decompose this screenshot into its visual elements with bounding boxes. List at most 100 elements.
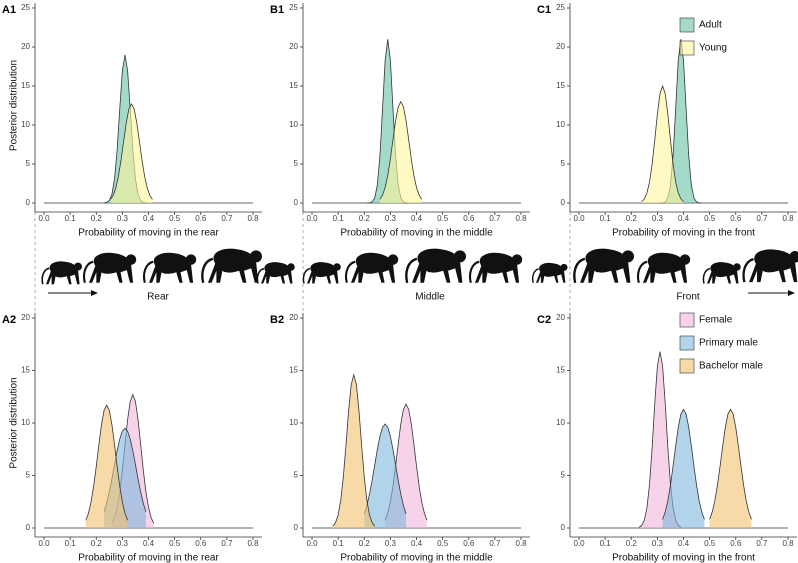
- y-tick-label: 15: [556, 366, 565, 375]
- x-tick-label: 0.5: [169, 539, 181, 548]
- x-tick-label: 0.4: [411, 214, 423, 223]
- x-tick-label: 0.4: [411, 539, 423, 548]
- y-tick-label: 5: [26, 471, 31, 480]
- density-area: [639, 351, 681, 528]
- y-tick-label: 10: [21, 120, 30, 129]
- x-tick-label: 0.1: [600, 539, 612, 548]
- x-axis-label: Probability of moving in the front: [612, 228, 755, 239]
- x-tick-label: 0.1: [65, 214, 77, 223]
- x-tick-label: 0.6: [730, 539, 742, 548]
- strip-label: Middle: [415, 292, 445, 303]
- legend-swatch: [679, 335, 695, 351]
- density-line: [379, 100, 423, 200]
- density-area: [104, 54, 146, 203]
- density-area: [662, 409, 705, 528]
- x-tick-label: 0.5: [437, 539, 449, 548]
- x-tick-label: 0.3: [652, 214, 664, 223]
- x-axis-label: Probability of moving in the rear: [78, 553, 219, 563]
- x-tick-label: 0.8: [247, 214, 259, 223]
- y-tick-label: 15: [289, 366, 298, 375]
- x-tick-label: 0.0: [573, 539, 585, 548]
- legend-label: Female: [699, 315, 733, 326]
- density-area: [659, 39, 702, 204]
- x-tick-label: 0.8: [515, 214, 527, 223]
- y-tick-label: 20: [289, 313, 298, 322]
- legend-swatch: [679, 17, 695, 33]
- x-tick-label: 0.4: [678, 214, 690, 223]
- legend-label: Young: [699, 43, 727, 54]
- x-tick-label: 0.3: [117, 214, 129, 223]
- density-area: [641, 86, 684, 203]
- panel-label: A1: [2, 4, 16, 16]
- y-tick-label: 20: [21, 313, 30, 322]
- y-tick-label: 0: [561, 198, 566, 207]
- y-tick-label: 10: [289, 418, 298, 427]
- y-tick-label: 25: [556, 3, 565, 12]
- x-tick-label: 0.7: [489, 214, 501, 223]
- density-area: [332, 374, 375, 528]
- x-tick-label: 0.8: [782, 539, 794, 548]
- x-tick-label: 0.7: [756, 214, 768, 223]
- legend-label: Bachelor male: [699, 361, 763, 372]
- x-tick-label: 0.0: [38, 539, 50, 548]
- y-tick-label: 25: [21, 3, 30, 12]
- y-tick-label: 20: [556, 313, 565, 322]
- strip-label: Rear: [147, 292, 169, 303]
- x-tick-label: 0.1: [333, 214, 345, 223]
- y-tick-label: 10: [21, 418, 30, 427]
- y-tick-label: 15: [21, 81, 30, 90]
- legend-swatch: [679, 40, 695, 56]
- x-tick-label: 0.7: [221, 539, 233, 548]
- x-tick-label: 0.2: [626, 214, 638, 223]
- y-tick-label: 20: [289, 42, 298, 51]
- x-tick-label: 0.8: [515, 539, 527, 548]
- x-tick-label: 0.0: [573, 214, 585, 223]
- x-tick-label: 0.1: [600, 214, 612, 223]
- x-tick-label: 0.4: [143, 214, 155, 223]
- x-tick-label: 0.8: [247, 539, 259, 548]
- x-tick-label: 0.6: [463, 539, 475, 548]
- x-tick-label: 0.1: [65, 539, 77, 548]
- legend-swatch: [679, 358, 695, 374]
- y-tick-label: 5: [26, 159, 31, 168]
- density-line: [363, 423, 407, 515]
- y-axis-label: Posterior distribution: [9, 377, 20, 468]
- legend-swatch: [679, 312, 695, 328]
- x-tick-label: 0.6: [730, 214, 742, 223]
- monkey-strip: Rear Middle Front: [41, 247, 798, 303]
- x-tick-label: 0.5: [169, 214, 181, 223]
- y-tick-label: 10: [556, 418, 565, 427]
- x-tick-label: 0.7: [489, 539, 501, 548]
- x-tick-label: 0.6: [195, 214, 207, 223]
- x-axis-label: Probability of moving in the front: [612, 553, 755, 563]
- x-tick-label: 0.2: [626, 539, 638, 548]
- y-tick-label: 20: [21, 42, 30, 51]
- x-axis-label: Probability of moving in the middle: [340, 553, 493, 563]
- panel-label: C2: [537, 314, 551, 326]
- y-tick-label: 0: [294, 198, 299, 207]
- density-area: [110, 103, 153, 203]
- x-axis-label: Probability of moving in the middle: [340, 228, 493, 239]
- x-tick-label: 0.6: [463, 214, 475, 223]
- panel-label: B1: [270, 4, 284, 16]
- x-tick-label: 0.0: [38, 214, 50, 223]
- y-tick-label: 15: [21, 366, 30, 375]
- x-tick-label: 0.0: [306, 214, 318, 223]
- x-tick-label: 0.4: [143, 539, 155, 548]
- y-tick-label: 0: [26, 198, 31, 207]
- density-line: [709, 408, 752, 520]
- x-tick-label: 0.2: [359, 539, 371, 548]
- y-tick-label: 0: [561, 523, 566, 532]
- x-tick-label: 0.3: [385, 214, 397, 223]
- y-tick-label: 15: [556, 81, 565, 90]
- y-axis-label: Posterior distribution: [9, 60, 20, 151]
- y-tick-label: 5: [561, 471, 566, 480]
- y-tick-label: 0: [294, 523, 299, 532]
- x-tick-label: 0.0: [306, 539, 318, 548]
- y-tick-label: 15: [289, 81, 298, 90]
- density-line: [662, 408, 705, 520]
- y-tick-label: 10: [289, 120, 298, 129]
- x-tick-label: 0.4: [678, 539, 690, 548]
- density-area: [709, 409, 752, 528]
